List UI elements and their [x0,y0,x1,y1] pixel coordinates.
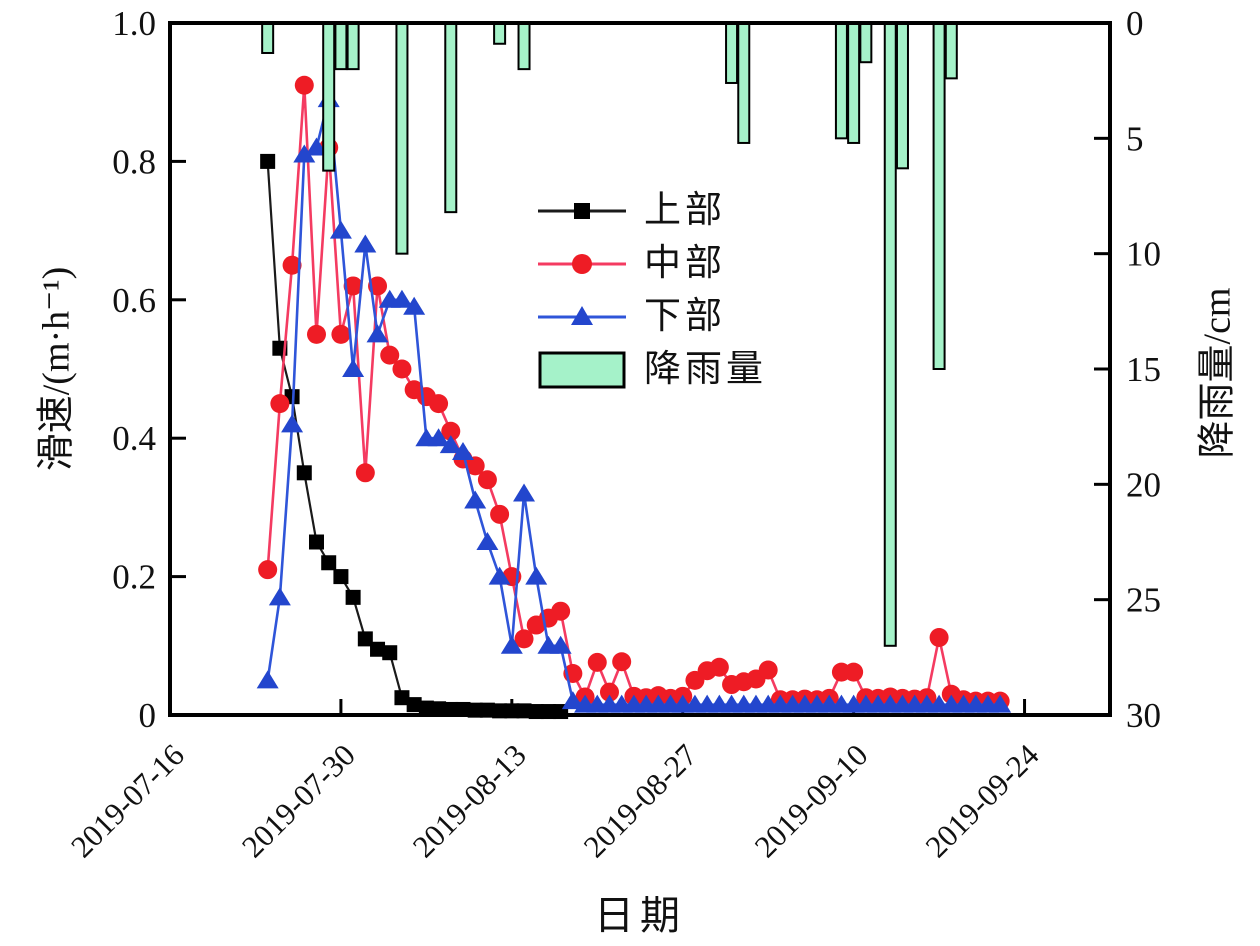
legend: 上部 中部 下部 降雨量 [536,184,767,396]
rainfall-bar [261,23,275,54]
legend-label-upper: 上部 [644,190,726,231]
y-right-tick-label: 25 [1126,581,1161,620]
x-axis-ticks: 2019-07-16 2019-07-30 2019-08-13 2019-08-27… [64,699,1046,864]
rainfall-bar [834,23,848,140]
y-left-tick-label: 0.8 [112,142,156,181]
rainfall-bar [895,23,909,170]
plot-frame [168,21,1112,717]
rainfall-bar [847,23,861,144]
rainfall-bar [517,23,531,71]
y-left-tick-label: 0.4 [112,419,156,458]
rainfall-bar [334,23,348,71]
y-right-tick-label: 20 [1126,465,1161,504]
legend-label-middle: 中部 [644,243,726,284]
rainfall-bar [725,23,739,84]
y-left-tick-label: 1.0 [112,4,156,43]
legend-swatch-middle-circle-icon [536,244,628,284]
y-left-tick-label: 0.6 [112,281,156,320]
legend-item-upper: 上部 [536,184,767,237]
rainfall-bar [493,23,507,45]
rainfall-bar [883,23,897,647]
y-left-axis-title: 滑速/(m·h⁻¹) [35,266,78,472]
rainfall-bar [932,23,946,370]
x-tick-label: 2019-09-24 [918,737,1045,864]
rainfall-bar [737,23,751,144]
rainfall-bar [322,23,336,172]
y-left-tick-label: 0.2 [112,558,156,597]
x-tick-label: 2019-07-16 [64,737,191,864]
rainfall-bar [444,23,458,214]
y-right-tick-label: 15 [1126,350,1161,389]
legend-label-rainfall: 降雨量 [644,349,767,390]
legend-item-lower: 下部 [536,290,767,343]
y-right-axis-title: 降雨量/cm [1196,287,1239,459]
y-left-tick-label: 0 [139,696,157,735]
y-right-tick-label: 5 [1126,119,1144,158]
y-right-ticks: 0 5 10 15 20 25 30 [1094,4,1161,735]
rainfall-bar [859,23,873,64]
x-tick-label: 2019-08-27 [577,737,704,864]
y-right-tick-label: 0 [1126,4,1144,43]
y-right-tick-label: 30 [1126,696,1161,735]
rainfall-bar [346,23,360,71]
y-right-tick-label: 10 [1126,235,1161,274]
x-axis-title: 日期 [594,893,686,938]
x-tick-label: 2019-09-10 [748,737,875,864]
legend-label-lower: 下部 [644,296,726,337]
x-tick-label: 2019-07-30 [235,737,362,864]
legend-item-middle: 中部 [536,237,767,290]
rainfall-bar [395,23,409,255]
y-left-ticks: 0 0.2 0.4 0.6 0.8 1.0 [112,4,186,735]
legend-item-rainfall: 降雨量 [536,343,767,396]
legend-swatch-lower-triangle-icon [536,297,628,337]
rainfall-bar [944,23,958,80]
x-tick-label: 2019-08-13 [406,737,533,864]
legend-swatch-upper-square-icon [536,191,628,231]
rainfall-bars [261,23,958,647]
legend-swatch-rainfall-bar-icon [536,350,628,390]
